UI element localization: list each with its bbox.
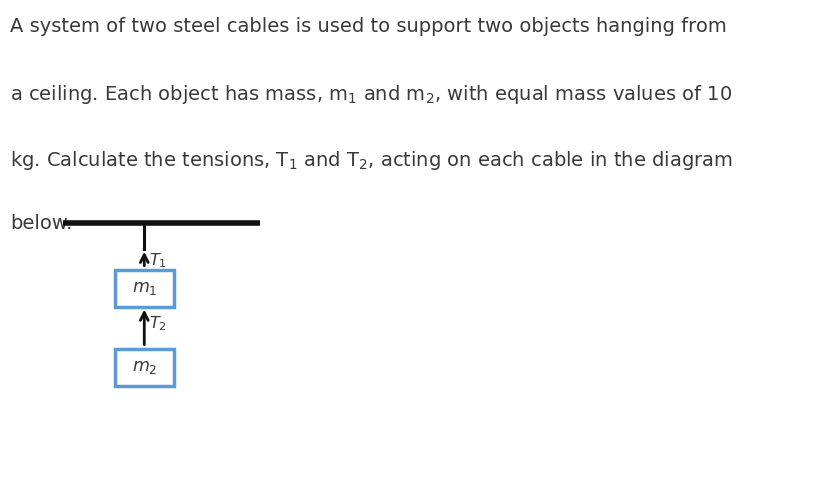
- Text: below.: below.: [10, 214, 72, 233]
- Text: $T_2$: $T_2$: [150, 315, 167, 333]
- Text: kg. Calculate the tensions, T$_1$ and T$_2$, acting on each cable in the diagram: kg. Calculate the tensions, T$_1$ and T$…: [10, 149, 733, 171]
- Text: $m_2$: $m_2$: [132, 358, 157, 376]
- Text: $m_1$: $m_1$: [132, 280, 157, 297]
- Text: A system of two steel cables is used to support two objects hanging from: A system of two steel cables is used to …: [10, 17, 726, 36]
- Bar: [114, 270, 174, 307]
- Text: $T_1$: $T_1$: [150, 251, 167, 270]
- Text: a ceiling. Each object has mass, m$_1$ and m$_2$, with equal mass values of 10: a ceiling. Each object has mass, m$_1$ a…: [10, 83, 732, 106]
- Bar: [114, 349, 174, 386]
